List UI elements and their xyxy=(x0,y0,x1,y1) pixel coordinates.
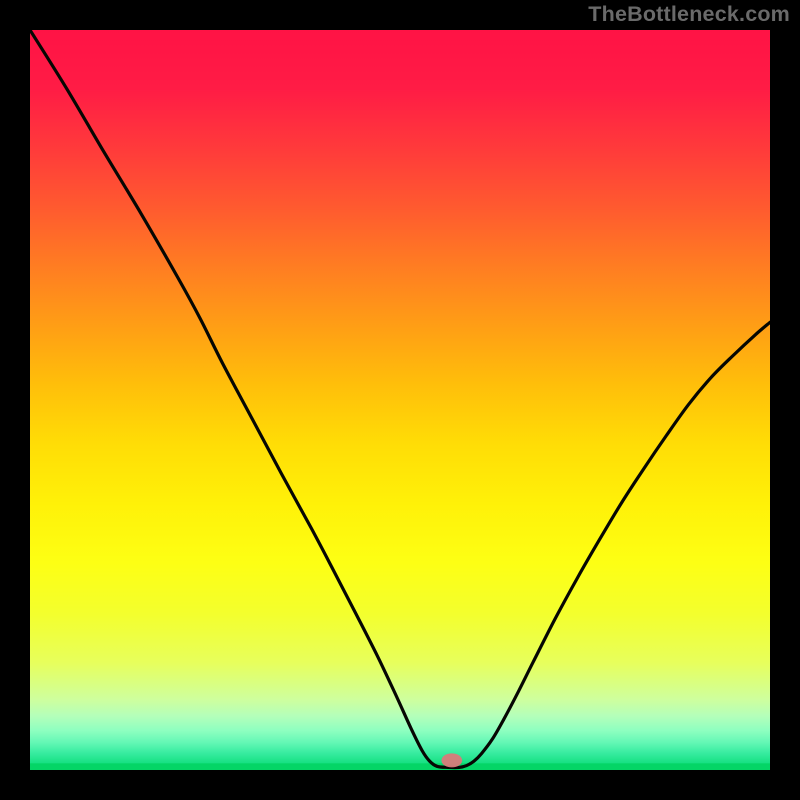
plot-area xyxy=(30,30,770,770)
watermark-text: TheBottleneck.com xyxy=(588,2,790,27)
chart-frame: TheBottleneck.com xyxy=(0,0,800,800)
plot-background xyxy=(30,30,770,770)
minimum-marker xyxy=(441,753,462,767)
green-floor-band xyxy=(30,763,770,770)
plot-svg xyxy=(30,30,770,770)
